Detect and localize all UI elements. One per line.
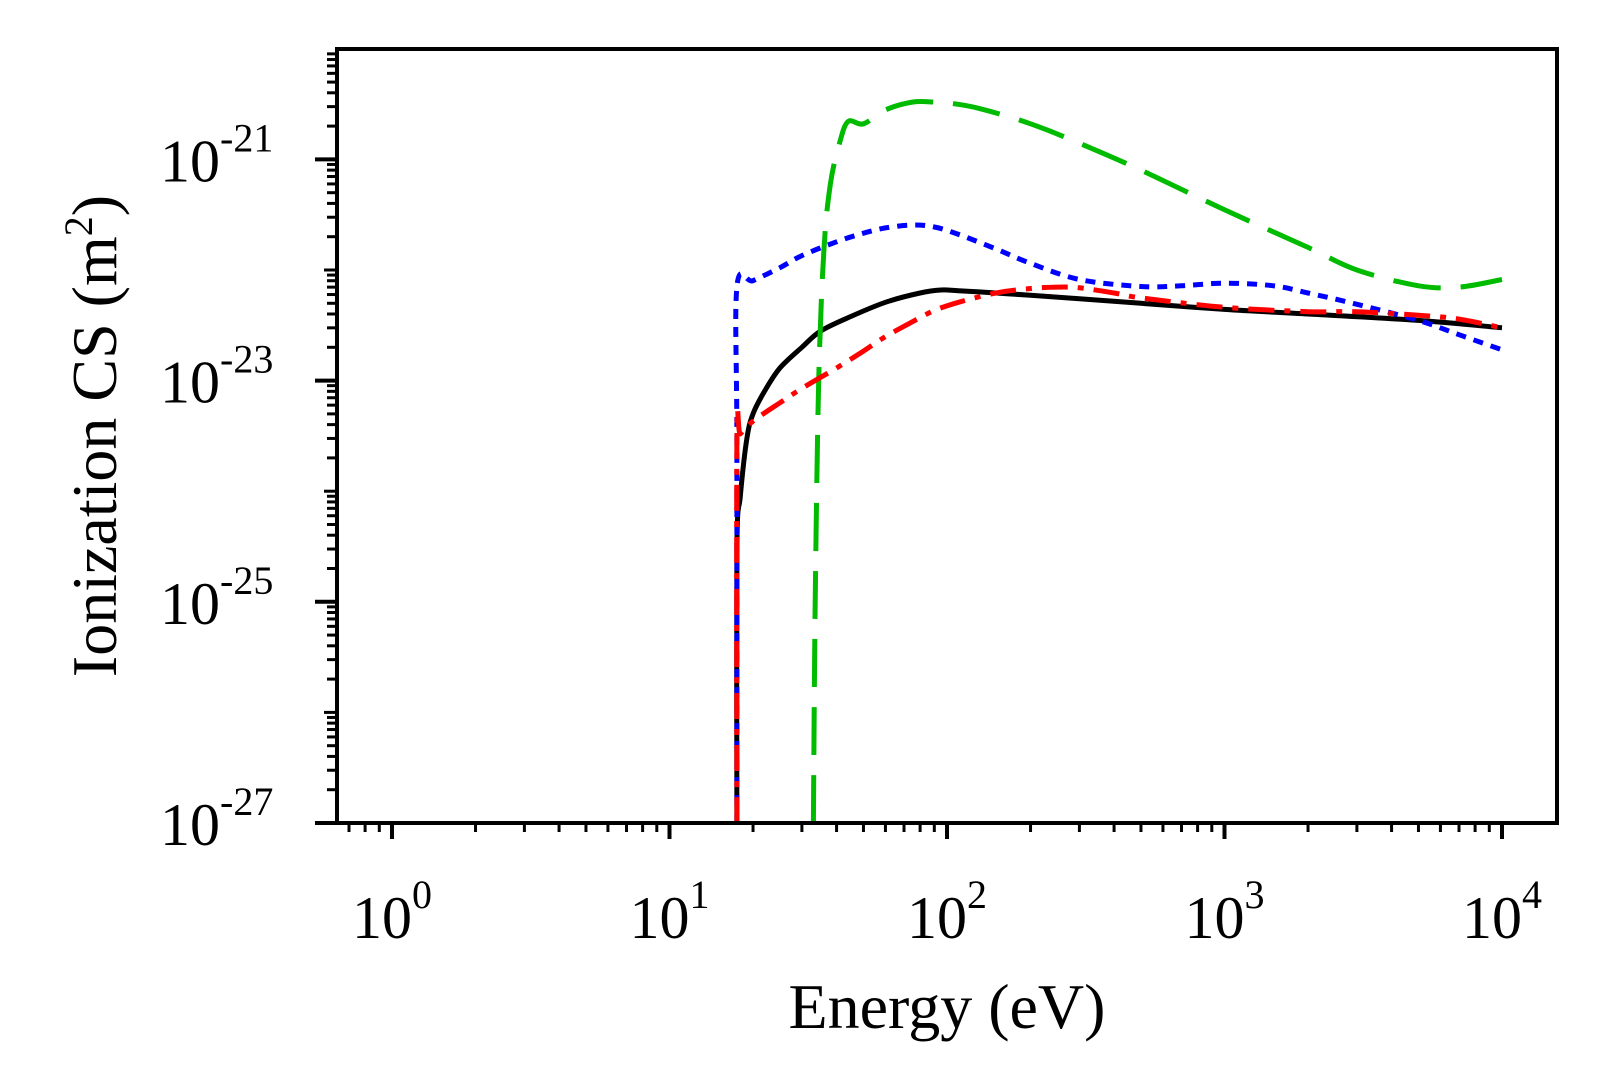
y-tick-label-exp: -27 bbox=[220, 779, 273, 824]
x-tick-label-exp: 4 bbox=[1522, 872, 1542, 917]
series-layer bbox=[733, 98, 1503, 824]
y-tick-label: 10-23 bbox=[160, 337, 273, 416]
x-tick-label-exp: 0 bbox=[412, 872, 432, 917]
y-tick-label-base: 10 bbox=[160, 128, 220, 194]
y-tick-label-exp: -25 bbox=[220, 558, 273, 603]
major-ticks bbox=[315, 157, 1504, 839]
series-line-black-solid bbox=[734, 287, 1503, 824]
x-tick-label-base: 10 bbox=[1185, 885, 1245, 951]
minor-ticks bbox=[324, 52, 1491, 832]
x-tick-label-base: 10 bbox=[630, 885, 690, 951]
y-tick-label-base: 10 bbox=[160, 571, 220, 637]
y-axis-title-base: Ionization CS (m bbox=[59, 236, 130, 677]
x-tick-label: 102 bbox=[907, 872, 987, 951]
x-tick-label-exp: 3 bbox=[1245, 872, 1265, 917]
y-axis-title: Ionization CS (m2) bbox=[56, 195, 130, 677]
y-tick-label-base: 10 bbox=[160, 350, 220, 416]
plot-frame bbox=[335, 47, 1559, 825]
y-axis-title-sup: 2 bbox=[56, 216, 101, 236]
x-axis-title: Energy (eV) bbox=[789, 971, 1106, 1042]
y-tick-label-exp: -23 bbox=[220, 337, 273, 382]
y-tick-label: 10-21 bbox=[160, 115, 273, 194]
y-axis-title-close: ) bbox=[59, 195, 130, 216]
x-tick-label-base: 10 bbox=[352, 885, 412, 951]
x-tick-label: 103 bbox=[1185, 872, 1265, 951]
series-line-blue-dotted bbox=[733, 222, 1503, 823]
series-line-green-dashed bbox=[810, 98, 1503, 824]
x-tick-label: 100 bbox=[352, 872, 432, 951]
x-tick-label-exp: 2 bbox=[967, 872, 987, 917]
y-tick-label: 10-27 bbox=[160, 779, 273, 858]
x-tick-label: 104 bbox=[1462, 872, 1542, 951]
x-tick-label-exp: 1 bbox=[690, 872, 710, 917]
series-line-red-dashdot bbox=[734, 284, 1503, 824]
y-tick-label-exp: -21 bbox=[220, 115, 273, 160]
x-tick-label-base: 10 bbox=[1462, 885, 1522, 951]
y-tick-label-base: 10 bbox=[160, 792, 220, 858]
y-tick-label: 10-25 bbox=[160, 558, 273, 637]
x-tick-labels: 100 101 102 103 104 bbox=[352, 872, 1542, 951]
x-tick-label-base: 10 bbox=[907, 885, 967, 951]
x-tick-label: 101 bbox=[630, 872, 710, 951]
